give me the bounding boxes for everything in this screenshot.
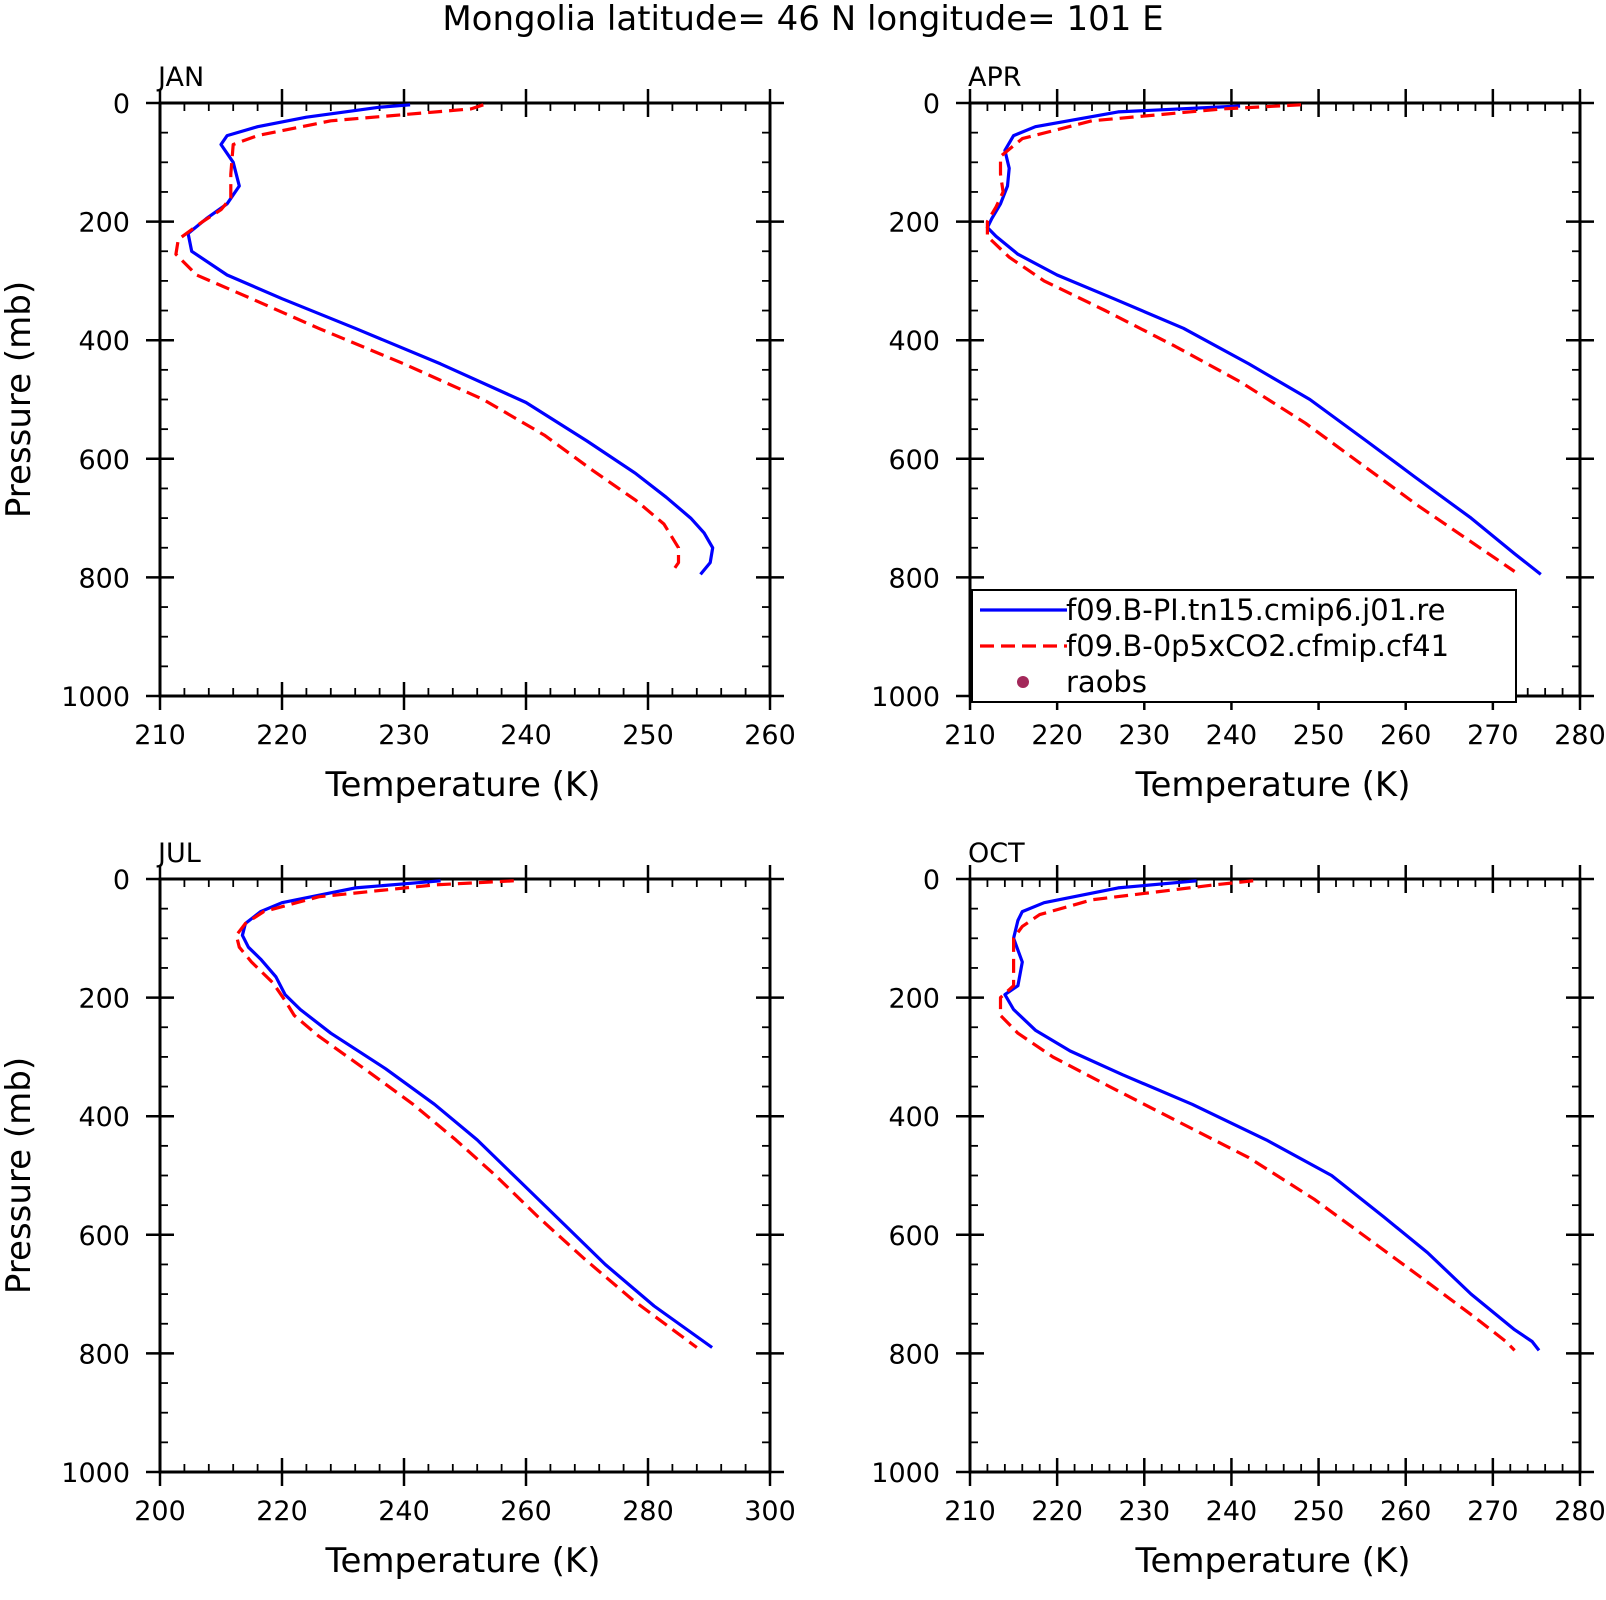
panel-apr: 210 220 230 240 250 260 270 280 0 200 400 600 800 100… [871,62,1605,805]
profile-line-model1 [240,879,714,1349]
y-tick-label: 200 [888,984,940,1015]
x-tick-label: 280 [1554,1496,1606,1527]
y-tick-label: 400 [888,1102,940,1133]
y-tick-label: 800 [888,563,940,594]
x-axis-label: Temperature (K) [324,765,600,805]
legend-label: f09.B-PI.tn15.cmip6.j01.re [1066,593,1445,627]
profile-line-model1 [186,103,715,576]
x-tick-label: 240 [1206,1496,1258,1527]
profile-line-model2 [985,103,1516,573]
x-tick-label: 260 [500,1496,552,1527]
y-tick-label: 800 [78,1339,130,1370]
x-axis-label: Temperature (K) [1134,1541,1410,1581]
y-tick-label: 800 [888,1339,940,1370]
panel-title: APR [968,62,1022,93]
x-tick-label: 250 [1293,720,1345,751]
y-tick-label: 1000 [61,682,130,713]
profile-line-model2 [998,879,1516,1352]
y-tick-label: 400 [78,1102,130,1133]
x-tick-label: 230 [1119,720,1171,751]
x-axis-label: Temperature (K) [324,1541,600,1581]
panel-oct: 210 220 230 240 250 260 270 280 0 200 400 600 800 100… [871,838,1605,1581]
y-tick-label: 1000 [61,1458,130,1489]
x-tick-label: 250 [622,720,674,751]
panel-title: OCT [968,838,1025,869]
y-tick-label: 200 [78,984,130,1015]
y-tick-label: 600 [78,445,130,476]
profile-line-model1 [985,104,1542,576]
y-tick-label: 600 [888,445,940,476]
legend-label: f09.B-0p5xCO2.cfmip.cf41 [1066,629,1449,663]
x-tick-label: 280 [1554,720,1606,751]
x-tick-label: 220 [1031,720,1083,751]
x-tick-label: 220 [256,1496,308,1527]
legend-marker-raobs [1017,676,1029,688]
legend: f09.B-PI.tn15.cmip6.j01.ref09.B-0p5xCO2.… [971,589,1517,703]
profile-line-model1 [1003,879,1541,1352]
x-tick-label: 220 [1031,1496,1083,1527]
x-tick-label: 200 [134,1496,186,1527]
profile-line-model2 [234,879,698,1349]
y-tick-label: 0 [113,89,130,120]
panel-title: JUL [156,838,201,869]
y-tick-label: 1000 [871,682,940,713]
x-tick-label: 220 [256,720,308,751]
plot-frame [158,877,772,1474]
x-tick-label: 250 [1293,1496,1345,1527]
profile-line-model2 [174,103,681,573]
x-tick-label: 230 [378,720,430,751]
y-tick-label: 400 [78,326,130,357]
x-tick-label: 260 [1380,720,1432,751]
y-tick-label: 200 [888,208,940,239]
x-tick-label: 270 [1467,1496,1519,1527]
x-tick-label: 240 [1206,720,1258,751]
x-tick-label: 260 [744,720,796,751]
legend-label: raobs [1066,665,1147,699]
y-tick-label: 800 [78,563,130,594]
x-tick-label: 270 [1467,720,1519,751]
x-tick-label: 210 [134,720,186,751]
y-tick-label: 600 [78,1221,130,1252]
x-tick-label: 260 [1380,1496,1432,1527]
panel-jan: 210 220 230 240 250 260 0 200 400 600 800 1000 JAN Te… [0,62,796,805]
y-tick-label: 0 [113,865,130,896]
y-tick-label: 400 [888,326,940,357]
y-tick-label: 0 [923,89,940,120]
x-tick-label: 280 [622,1496,674,1527]
panel-title: JAN [156,62,204,93]
figure-title: Mongolia latitude= 46 N longitude= 101 E [442,0,1163,39]
y-tick-label: 1000 [871,1458,940,1489]
y-tick-label: 0 [923,865,940,896]
y-axis-label: Pressure (mb) [0,1057,39,1294]
x-tick-label: 230 [1119,1496,1171,1527]
y-tick-label: 200 [78,208,130,239]
x-tick-label: 240 [500,720,552,751]
x-tick-label: 210 [944,1496,996,1527]
panel-jul: 200 220 240 260 280 300 0 200 400 600 800 1000 JUL Te… [0,838,796,1581]
y-axis-label: Pressure (mb) [0,281,39,518]
x-tick-label: 240 [378,1496,430,1527]
y-tick-label: 600 [888,1221,940,1252]
x-tick-label: 210 [944,720,996,751]
plot-frame [158,101,772,698]
x-axis-label: Temperature (K) [1134,765,1410,805]
x-tick-label: 300 [744,1496,796,1527]
